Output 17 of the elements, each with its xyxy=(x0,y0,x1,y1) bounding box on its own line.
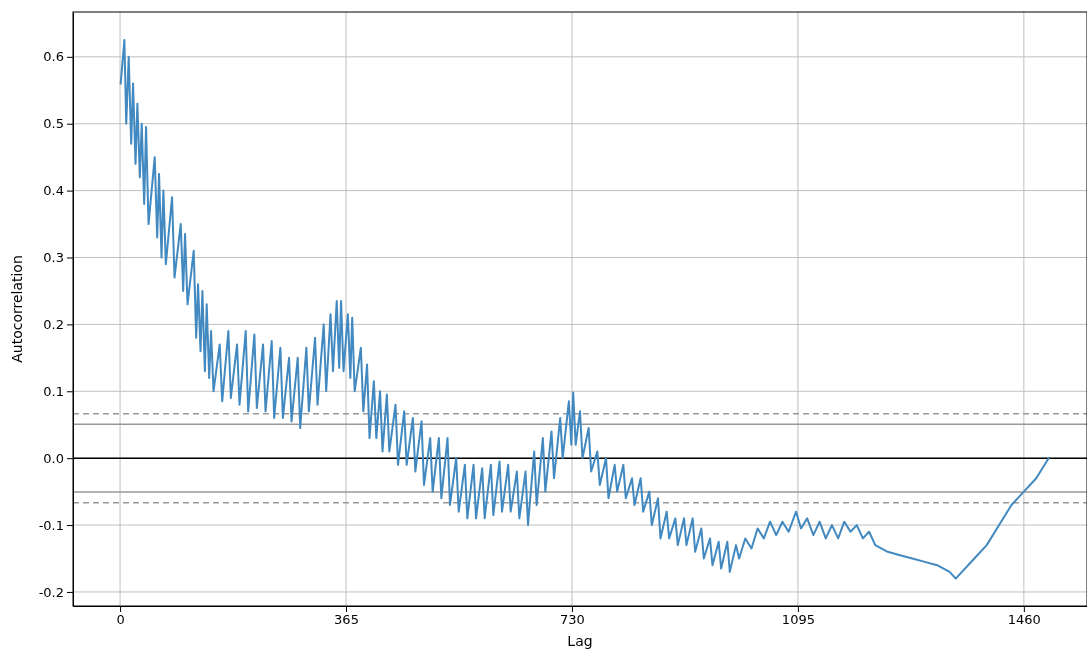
y-tick-label: 0.4 xyxy=(43,183,64,199)
x-tick-label: 1095 xyxy=(781,612,815,628)
y-tick-label: 0.2 xyxy=(43,317,64,333)
x-tick-label: 365 xyxy=(334,612,359,628)
y-tick-label: 0.3 xyxy=(43,250,64,266)
y-tick-label: 0.0 xyxy=(43,450,64,466)
y-tick-label: 0.1 xyxy=(43,383,64,399)
y-tick-label: -0.1 xyxy=(38,517,64,533)
y-axis-title: Autocorrelation xyxy=(9,255,25,363)
line-series xyxy=(119,39,1050,580)
y-tick-label: -0.2 xyxy=(38,584,64,600)
x-tick-label: 1460 xyxy=(1007,612,1041,628)
y-tick-label: 0.5 xyxy=(43,116,64,132)
x-tick-label: 0 xyxy=(116,612,125,628)
x-tick-label: 730 xyxy=(560,612,585,628)
y-tick-label: 0.6 xyxy=(43,49,64,65)
x-axis-title: Lag xyxy=(567,633,593,649)
